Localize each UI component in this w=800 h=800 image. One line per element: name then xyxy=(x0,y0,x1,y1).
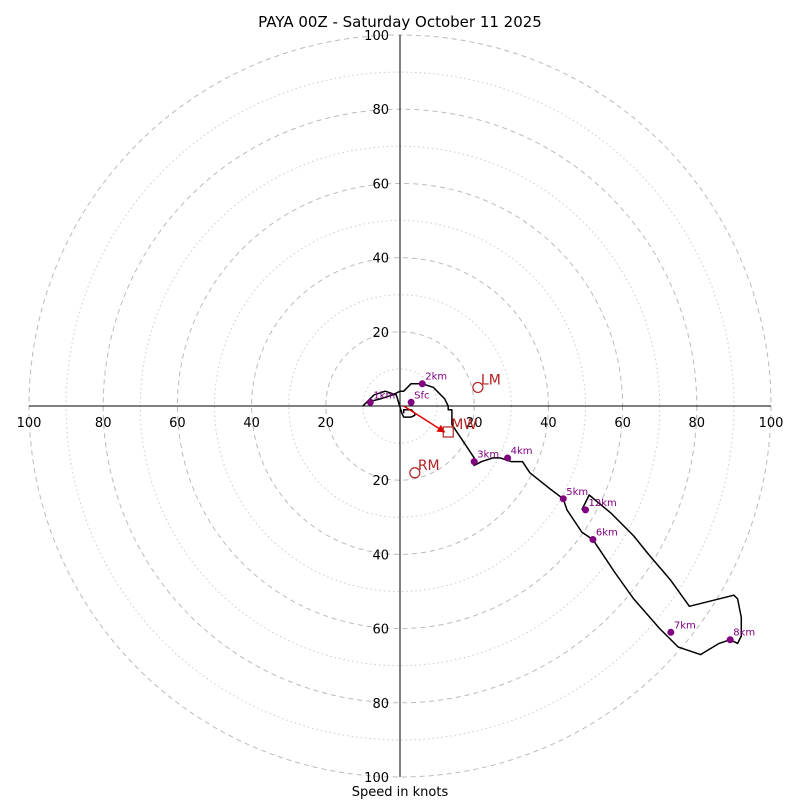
height-marker-6km xyxy=(589,536,597,544)
tick-label-bottom-60: 60 xyxy=(372,623,389,638)
storm-motion: MW LM RM xyxy=(403,372,501,479)
mean-wind-arrow xyxy=(403,405,446,433)
tick-label-bottom-100: 100 xyxy=(364,771,389,786)
tick-label-bottom-40: 40 xyxy=(372,548,389,563)
chart-title: PAYA 00Z - Saturday October 11 2025 xyxy=(258,13,542,31)
height-label-sfc: Sfc xyxy=(414,390,429,401)
rm-label: RM xyxy=(418,458,440,474)
mw-marker xyxy=(442,426,454,438)
tick-label-right-80: 80 xyxy=(689,416,706,431)
height-label-1km: 1km xyxy=(373,390,395,401)
height-marker-3km xyxy=(470,458,478,466)
tick-label-top-20: 20 xyxy=(372,326,389,341)
height-label-8km: 8km xyxy=(733,628,755,639)
tick-label-left-20: 20 xyxy=(318,416,335,431)
tick-label-top-40: 40 xyxy=(372,252,389,267)
tick-label-left-80: 80 xyxy=(95,416,112,431)
height-marker-8km xyxy=(726,636,734,644)
height-marker-2km xyxy=(418,380,426,388)
lm-label: LM xyxy=(481,372,501,388)
height-label-4km: 4km xyxy=(511,446,533,457)
height-label-2km: 2km xyxy=(425,372,447,383)
tick-labels: 100 80 60 40 20 20 40 60 80 100 100 80 60 40 20 20 40 60 8… xyxy=(17,29,784,786)
mw-label: MW xyxy=(451,417,477,433)
height-marker-7km xyxy=(667,628,675,636)
tick-label-right-40: 40 xyxy=(540,416,557,431)
tick-label-top-80: 80 xyxy=(372,103,389,118)
height-label-7km: 7km xyxy=(674,620,696,631)
height-label-3km: 3km xyxy=(477,450,499,461)
lm-marker xyxy=(472,381,484,394)
tick-label-right-100: 100 xyxy=(759,416,784,431)
height-label-12km: 12km xyxy=(589,498,617,509)
tick-label-left-40: 40 xyxy=(243,416,260,431)
tick-label-top-100: 100 xyxy=(364,29,389,44)
height-marker-1km xyxy=(366,398,374,406)
tick-label-bottom-80: 80 xyxy=(372,697,389,712)
height-marker-12km xyxy=(582,506,589,514)
tick-label-right-60: 60 xyxy=(614,416,631,431)
rm-marker xyxy=(409,467,421,479)
height-label-6km: 6km xyxy=(596,528,618,539)
height-marker-5km xyxy=(559,495,567,503)
height-label-5km: 5km xyxy=(566,487,588,498)
height-marker-sfc xyxy=(407,398,415,406)
tick-label-left-60: 60 xyxy=(169,416,186,431)
tick-label-bottom-20: 20 xyxy=(372,474,389,489)
x-axis-label: Speed in knots xyxy=(352,785,449,800)
tick-label-top-60: 60 xyxy=(372,177,389,192)
tick-label-left-100: 100 xyxy=(17,416,42,431)
tick-label-right-20: 20 xyxy=(466,416,483,431)
height-marker-4km xyxy=(504,454,512,462)
